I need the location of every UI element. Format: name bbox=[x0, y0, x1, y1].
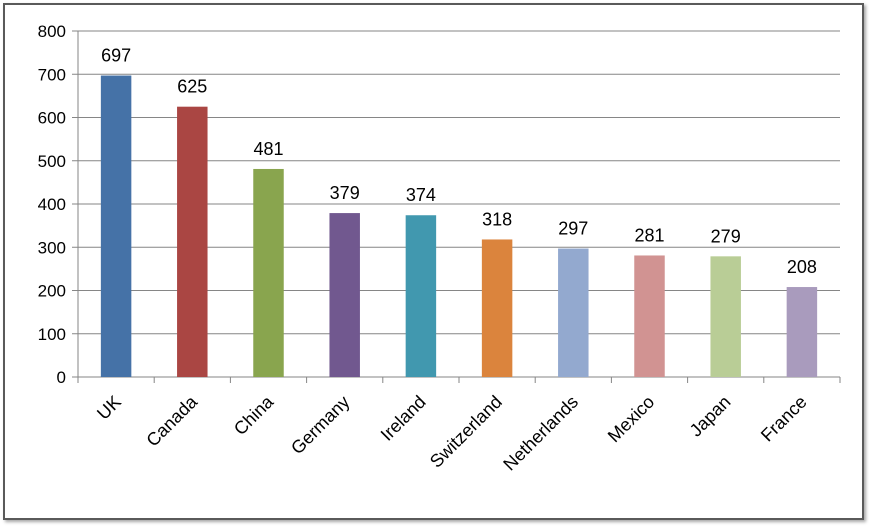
y-tick-label: 800 bbox=[38, 22, 66, 41]
bar-ireland bbox=[405, 215, 437, 377]
data-label-china: 481 bbox=[253, 139, 283, 159]
data-label-uk: 697 bbox=[101, 46, 131, 66]
y-tick-label: 300 bbox=[38, 238, 66, 257]
data-label-germany: 379 bbox=[330, 183, 360, 203]
bar-uk bbox=[100, 75, 132, 378]
y-tick-label: 500 bbox=[38, 152, 66, 171]
data-label-mexico: 281 bbox=[634, 225, 664, 245]
y-tick-label: 400 bbox=[38, 195, 66, 214]
x-tick-label-china: China bbox=[230, 391, 278, 439]
data-label-japan: 279 bbox=[711, 226, 741, 246]
x-tick-label-mexico: Mexico bbox=[604, 392, 658, 446]
bar-china bbox=[253, 168, 284, 377]
x-tick-label-canada: Canada bbox=[142, 391, 201, 450]
bar-france bbox=[786, 287, 818, 377]
bar-netherlands bbox=[558, 248, 589, 377]
x-tick-label-france: France bbox=[757, 392, 811, 446]
x-tick-label-switzerland: Switzerland bbox=[426, 392, 506, 472]
data-label-netherlands: 297 bbox=[558, 219, 588, 239]
bar-mexico bbox=[634, 255, 665, 377]
data-label-switzerland: 318 bbox=[482, 209, 512, 229]
x-tick-label-ireland: Ireland bbox=[377, 392, 430, 445]
data-label-canada: 625 bbox=[177, 77, 207, 97]
y-tick-label: 100 bbox=[38, 325, 66, 344]
y-tick-label: 200 bbox=[38, 282, 66, 301]
y-tick-label: 600 bbox=[38, 109, 66, 128]
x-tick-label-uk: UK bbox=[93, 392, 125, 424]
bar-japan bbox=[710, 256, 741, 377]
bar-canada bbox=[177, 106, 208, 377]
y-tick-label: 0 bbox=[57, 368, 66, 387]
x-tick-label-netherlands: Netherlands bbox=[499, 392, 582, 475]
x-tick-label-germany: Germany bbox=[287, 392, 353, 458]
data-label-france: 208 bbox=[787, 257, 817, 277]
y-tick-label: 700 bbox=[38, 65, 66, 84]
x-tick-label-japan: Japan bbox=[686, 392, 735, 441]
data-label-ireland: 374 bbox=[406, 185, 436, 205]
bar-germany bbox=[329, 213, 360, 377]
bar-switzerland bbox=[481, 239, 513, 377]
